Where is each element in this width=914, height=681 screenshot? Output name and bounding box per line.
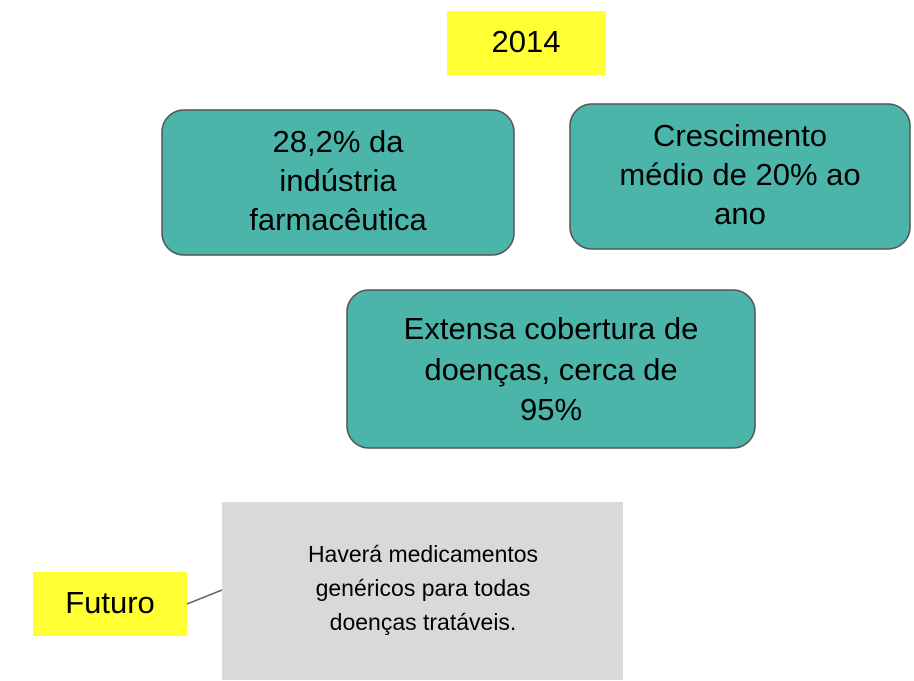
box-text: 28,2% da — [273, 124, 405, 159]
box-text: Extensa cobertura de — [404, 311, 699, 346]
year-label: 2014 — [492, 24, 561, 59]
box — [346, 289, 756, 449]
box-text: indústria — [279, 163, 397, 198]
future-box — [33, 572, 187, 636]
future-label: Futuro — [65, 585, 155, 620]
box-text: farmacêutica — [249, 202, 427, 237]
note-box — [222, 502, 623, 680]
box — [569, 103, 911, 250]
box-text: médio de 20% ao — [619, 157, 860, 192]
note-text: Haverá medicamentos — [308, 541, 538, 567]
box-text: doenças, cerca de — [424, 352, 677, 387]
box-text: 95% — [520, 392, 582, 427]
box — [161, 109, 515, 256]
connector — [186, 589, 223, 605]
box-text: ano — [714, 196, 766, 231]
box-text: Crescimento — [653, 118, 827, 153]
year-box — [447, 11, 606, 75]
note-text: genéricos para todas — [316, 575, 531, 601]
note-text: doenças tratáveis. — [330, 609, 517, 635]
